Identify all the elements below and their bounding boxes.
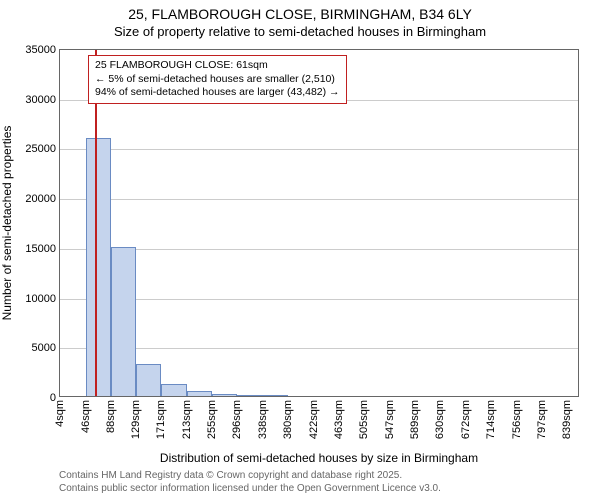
x-tick-label: 338sqm <box>257 400 269 439</box>
x-tick-label: 4sqm <box>54 400 66 427</box>
chart-subtitle: Size of property relative to semi-detach… <box>0 22 600 39</box>
histogram-bar <box>136 364 162 396</box>
y-tick-label: 20000 <box>25 193 56 205</box>
annotation-line-2: ← 5% of semi-detached houses are smaller… <box>95 73 340 87</box>
x-tick-label: 88sqm <box>105 400 117 433</box>
x-tick-label: 422sqm <box>308 400 320 439</box>
x-tick-label: 630sqm <box>434 400 446 439</box>
histogram-bar <box>86 138 112 397</box>
y-tick-label: 5000 <box>32 342 56 354</box>
histogram-bar <box>161 384 187 396</box>
histogram-bar <box>187 391 213 396</box>
histogram-bar <box>263 395 289 396</box>
x-tick-label: 46sqm <box>80 400 92 433</box>
x-tick-label: 129sqm <box>130 400 142 439</box>
histogram-bar <box>237 395 263 396</box>
x-tick-label: 589sqm <box>409 400 421 439</box>
x-tick-label: 756sqm <box>511 400 523 439</box>
footer-text: Contains HM Land Registry data © Crown c… <box>59 470 441 495</box>
footer-line-1: Contains HM Land Registry data © Crown c… <box>59 470 441 483</box>
gridline <box>60 249 578 250</box>
x-axis-label: Distribution of semi-detached houses by … <box>59 451 579 465</box>
x-tick-label: 714sqm <box>485 400 497 439</box>
gridline <box>60 149 578 150</box>
histogram-bar <box>111 247 136 396</box>
y-tick-label: 25000 <box>25 143 56 155</box>
chart-container: 25, FLAMBOROUGH CLOSE, BIRMINGHAM, B34 6… <box>0 0 600 500</box>
x-tick-label: 797sqm <box>536 400 548 439</box>
y-axis-label: Number of semi-detached properties <box>0 126 14 321</box>
x-tick-label: 839sqm <box>561 400 573 439</box>
y-tick-label: 30000 <box>25 94 56 106</box>
chart-title: 25, FLAMBOROUGH CLOSE, BIRMINGHAM, B34 6… <box>0 0 600 22</box>
y-tick-label: 35000 <box>25 44 56 56</box>
y-tick-label: 15000 <box>25 243 56 255</box>
x-tick-label: 296sqm <box>231 400 243 439</box>
gridline <box>60 348 578 349</box>
x-tick-label: 505sqm <box>358 400 370 439</box>
annotation-box: 25 FLAMBOROUGH CLOSE: 61sqm ← 5% of semi… <box>88 55 347 104</box>
x-tick-label: 463sqm <box>333 400 345 439</box>
histogram-bar <box>212 394 237 396</box>
gridline <box>60 199 578 200</box>
gridline <box>60 299 578 300</box>
x-tick-label: 213sqm <box>181 400 193 439</box>
annotation-line-3: 94% of semi-detached houses are larger (… <box>95 86 340 100</box>
x-tick-label: 672sqm <box>460 400 472 439</box>
y-tick-label: 10000 <box>25 293 56 305</box>
x-tick-label: 171sqm <box>155 400 167 439</box>
x-tick-label: 380sqm <box>282 400 294 439</box>
footer-line-2: Contains public sector information licen… <box>59 483 441 496</box>
x-tick-label: 255sqm <box>206 400 218 439</box>
annotation-line-1: 25 FLAMBOROUGH CLOSE: 61sqm <box>95 59 340 73</box>
x-tick-label: 547sqm <box>384 400 396 439</box>
